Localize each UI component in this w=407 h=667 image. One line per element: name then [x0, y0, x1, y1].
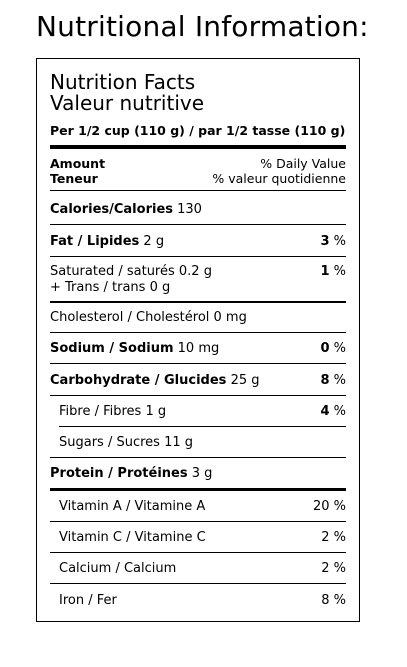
daily-value: 8 % [321, 593, 346, 608]
carbohydrate-row: Carbohydrate / Glucides 25 g 8 % [50, 373, 346, 388]
daily-value-header: % Daily Value % valeur quotidienne [212, 156, 346, 186]
daily-value: 1 % [320, 264, 346, 279]
protein-row: Protein / Protéines 3 g [50, 466, 346, 481]
nutrient-amount: 25 g [230, 373, 260, 388]
saturated-row: Saturated / saturés 0.2 g 1 % [50, 264, 346, 279]
nutrient-amount: 0.2 g [178, 264, 212, 279]
nutrient-amount: 1 g [145, 404, 167, 419]
nutrient-name: Fibre / Fibres [59, 404, 142, 419]
trans-row: + Trans / trans 0 g [50, 280, 346, 295]
daily-value-number: 3 [320, 234, 330, 249]
nutrient-name: Sugars / Sucres [59, 435, 160, 450]
nutrient-amount: 10 mg [177, 341, 220, 356]
daily-value-label-fr: % valeur quotidienne [212, 171, 346, 186]
nutrient-amount: 0 g [149, 280, 171, 295]
divider [50, 363, 346, 364]
percent-sign: % [333, 264, 346, 279]
nutrient-name: Iron / Fer [59, 593, 117, 608]
nutrient-name: Fat / Lipides [50, 234, 140, 249]
amount-header: Amount Teneur [50, 156, 105, 186]
nutrient-name: Protein / Protéines [50, 466, 188, 481]
nutrient-name: + Trans / trans [50, 280, 146, 295]
nutrition-facts-table: Nutrition Facts Valeur nutritive Per 1/2… [36, 58, 360, 622]
percent-sign: % [333, 373, 346, 388]
divider [50, 395, 346, 396]
daily-value-number: 8 [320, 373, 330, 388]
nutrient-amount: 2 g [143, 234, 165, 249]
nutrient-name: Calcium / Calcium [59, 561, 177, 576]
sodium-row: Sodium / Sodium 10 mg 0 % [50, 341, 346, 356]
nutrient-name: Saturated / saturés [50, 264, 175, 279]
percent-sign: % [333, 341, 346, 356]
fat-row: Fat / Lipides 2 g 3 % [50, 234, 346, 249]
nutrient-name: Vitamin C / Vitamine C [59, 530, 206, 545]
thick-divider [50, 145, 346, 149]
nutrient-amount: 130 [177, 202, 202, 217]
divider [50, 301, 346, 303]
divider [50, 256, 346, 257]
divider [50, 521, 346, 522]
nutrient-name: Sodium / Sodium [50, 341, 174, 356]
nutrient-name: Calories/Calories [50, 202, 173, 217]
daily-value-label-en: % Daily Value [260, 156, 346, 171]
daily-value: 2 % [321, 561, 346, 576]
daily-value-number: 0 [320, 341, 330, 356]
nutrient-amount: 11 g [164, 435, 194, 450]
sugars-row: Sugars / Sucres 11 g [59, 435, 346, 450]
calcium-row: Calcium / Calcium 2 % [59, 561, 346, 576]
iron-row: Iron / Fer 8 % [59, 593, 346, 608]
daily-value: 0 % [320, 341, 346, 356]
heading-french: Valeur nutritive [50, 91, 205, 115]
divider [50, 190, 346, 191]
nutrient-amount: 3 g [191, 466, 213, 481]
page-title: Nutritional Information: [36, 10, 369, 43]
amount-label-en: Amount [50, 156, 106, 171]
daily-value: 20 % [312, 499, 346, 514]
amount-label-fr: Teneur [50, 171, 98, 186]
percent-sign: % [333, 404, 346, 419]
divider [50, 457, 346, 458]
nutrient-amount: 0 mg [213, 310, 247, 325]
daily-value: 2 % [321, 530, 346, 545]
daily-value: 8 % [320, 373, 346, 388]
divider [50, 583, 346, 584]
calories-row: Calories/Calories 130 [50, 202, 346, 217]
serving-size: Per 1/2 cup (110 g) / par 1/2 tasse (110… [50, 123, 346, 138]
nutrient-name: Vitamin A / Vitamine A [59, 499, 206, 514]
divider [59, 426, 346, 427]
nutrient-name: Cholesterol / Cholestérol [50, 310, 210, 325]
percent-sign: % [333, 234, 346, 249]
heading-english: Nutrition Facts [50, 70, 196, 94]
divider [50, 552, 346, 553]
daily-value: 4 % [320, 404, 346, 419]
divider [50, 224, 346, 225]
daily-value-number: 1 [320, 264, 330, 279]
daily-value-number: 4 [320, 404, 330, 419]
cholesterol-row: Cholesterol / Cholestérol 0 mg [50, 310, 346, 325]
nutrient-name: Carbohydrate / Glucides [50, 373, 227, 388]
thick-divider [50, 488, 346, 491]
vitamin-a-row: Vitamin A / Vitamine A 20 % [59, 499, 346, 514]
fibre-row: Fibre / Fibres 1 g 4 % [59, 404, 346, 419]
divider [50, 332, 346, 333]
vitamin-c-row: Vitamin C / Vitamine C 2 % [59, 530, 346, 545]
daily-value: 3 % [320, 234, 346, 249]
